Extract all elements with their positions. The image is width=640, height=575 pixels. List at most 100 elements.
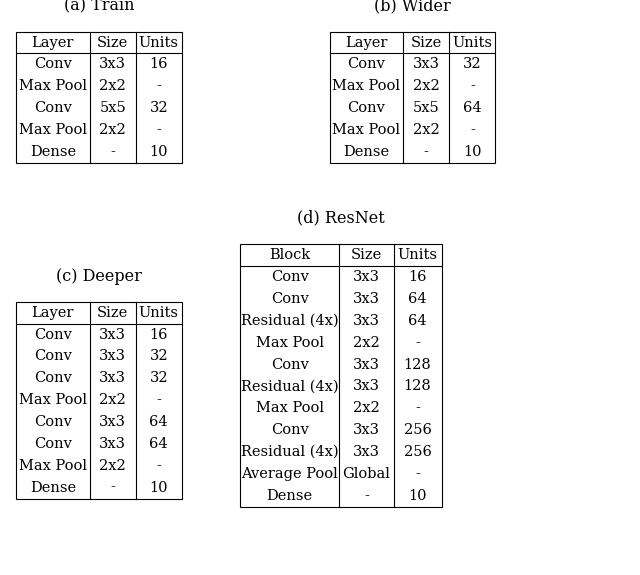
Text: 64: 64 bbox=[408, 314, 427, 328]
Text: Units: Units bbox=[397, 248, 438, 262]
Bar bbox=[16, 32, 182, 163]
Text: 2x2: 2x2 bbox=[99, 123, 126, 137]
Text: 64: 64 bbox=[149, 415, 168, 429]
Text: -: - bbox=[110, 145, 115, 159]
Text: 16: 16 bbox=[150, 328, 168, 342]
Text: (b) Wider: (b) Wider bbox=[374, 0, 451, 14]
Text: 16: 16 bbox=[408, 270, 427, 284]
Text: 32: 32 bbox=[149, 371, 168, 385]
Text: Max Pool: Max Pool bbox=[19, 393, 87, 407]
Text: 32: 32 bbox=[149, 350, 168, 363]
Text: Conv: Conv bbox=[271, 358, 308, 371]
Text: 256: 256 bbox=[404, 445, 431, 459]
Text: Size: Size bbox=[351, 248, 382, 262]
Text: 32: 32 bbox=[463, 58, 482, 71]
Text: 10: 10 bbox=[150, 145, 168, 159]
Text: 3x3: 3x3 bbox=[99, 328, 126, 342]
Text: Max Pool: Max Pool bbox=[332, 123, 401, 137]
Text: -: - bbox=[156, 123, 161, 137]
Text: Layer: Layer bbox=[345, 36, 388, 49]
Text: Residual (4x): Residual (4x) bbox=[241, 380, 339, 393]
Text: 10: 10 bbox=[463, 145, 481, 159]
Text: Max Pool: Max Pool bbox=[19, 79, 87, 93]
Text: -: - bbox=[364, 489, 369, 503]
Text: 3x3: 3x3 bbox=[353, 445, 380, 459]
Text: Layer: Layer bbox=[31, 306, 74, 320]
Text: Conv: Conv bbox=[34, 101, 72, 115]
Text: 2x2: 2x2 bbox=[99, 459, 126, 473]
Text: (c) Deeper: (c) Deeper bbox=[56, 267, 142, 285]
Text: 128: 128 bbox=[404, 358, 431, 371]
Text: Conv: Conv bbox=[34, 437, 72, 451]
Text: Conv: Conv bbox=[34, 328, 72, 342]
Text: Conv: Conv bbox=[271, 270, 308, 284]
Text: -: - bbox=[470, 123, 475, 137]
Text: -: - bbox=[415, 336, 420, 350]
Text: Max Pool: Max Pool bbox=[19, 459, 87, 473]
Text: Max Pool: Max Pool bbox=[255, 336, 324, 350]
Text: 16: 16 bbox=[150, 58, 168, 71]
Text: Conv: Conv bbox=[34, 58, 72, 71]
Text: Conv: Conv bbox=[34, 350, 72, 363]
Text: 3x3: 3x3 bbox=[353, 380, 380, 393]
Text: 5x5: 5x5 bbox=[99, 101, 126, 115]
Text: 64: 64 bbox=[149, 437, 168, 451]
Text: 3x3: 3x3 bbox=[99, 350, 126, 363]
Text: Block: Block bbox=[269, 248, 310, 262]
Text: 64: 64 bbox=[408, 292, 427, 306]
Text: 2x2: 2x2 bbox=[99, 79, 126, 93]
Text: Conv: Conv bbox=[271, 423, 308, 437]
Text: 10: 10 bbox=[150, 481, 168, 494]
Text: 3x3: 3x3 bbox=[353, 314, 380, 328]
Text: 3x3: 3x3 bbox=[99, 437, 126, 451]
Text: -: - bbox=[415, 401, 420, 415]
Text: 10: 10 bbox=[408, 489, 427, 503]
Text: 3x3: 3x3 bbox=[353, 423, 380, 437]
Text: Conv: Conv bbox=[34, 415, 72, 429]
Bar bbox=[330, 32, 495, 163]
Text: -: - bbox=[156, 393, 161, 407]
Text: -: - bbox=[415, 467, 420, 481]
Text: 2x2: 2x2 bbox=[353, 336, 380, 350]
Text: 128: 128 bbox=[404, 380, 431, 393]
Text: Units: Units bbox=[452, 36, 492, 49]
Text: Size: Size bbox=[97, 306, 128, 320]
Text: 32: 32 bbox=[149, 101, 168, 115]
Text: 64: 64 bbox=[463, 101, 482, 115]
Text: 2x2: 2x2 bbox=[413, 123, 440, 137]
Text: 3x3: 3x3 bbox=[99, 371, 126, 385]
Text: 2x2: 2x2 bbox=[413, 79, 440, 93]
Text: Global: Global bbox=[342, 467, 390, 481]
Text: Conv: Conv bbox=[34, 371, 72, 385]
Text: 3x3: 3x3 bbox=[99, 58, 126, 71]
Text: Conv: Conv bbox=[348, 58, 385, 71]
Text: -: - bbox=[470, 79, 475, 93]
Text: 2x2: 2x2 bbox=[353, 401, 380, 415]
Text: Dense: Dense bbox=[266, 489, 313, 503]
Text: -: - bbox=[110, 481, 115, 494]
Text: Residual (4x): Residual (4x) bbox=[241, 445, 339, 459]
Text: Conv: Conv bbox=[271, 292, 308, 306]
Text: Max Pool: Max Pool bbox=[332, 79, 401, 93]
Text: 5x5: 5x5 bbox=[413, 101, 440, 115]
Text: -: - bbox=[156, 79, 161, 93]
Text: Dense: Dense bbox=[29, 481, 76, 494]
Text: Units: Units bbox=[139, 306, 179, 320]
Text: 256: 256 bbox=[404, 423, 431, 437]
Text: 3x3: 3x3 bbox=[413, 58, 440, 71]
Text: -: - bbox=[156, 459, 161, 473]
Text: 3x3: 3x3 bbox=[353, 270, 380, 284]
Text: Dense: Dense bbox=[29, 145, 76, 159]
Bar bbox=[16, 302, 182, 499]
Text: Size: Size bbox=[411, 36, 442, 49]
Text: 3x3: 3x3 bbox=[99, 415, 126, 429]
Bar bbox=[240, 244, 442, 507]
Text: Average Pool: Average Pool bbox=[241, 467, 338, 481]
Text: (d) ResNet: (d) ResNet bbox=[297, 209, 385, 226]
Text: Conv: Conv bbox=[348, 101, 385, 115]
Text: (a) Train: (a) Train bbox=[63, 0, 134, 14]
Text: 3x3: 3x3 bbox=[353, 358, 380, 371]
Text: Max Pool: Max Pool bbox=[255, 401, 324, 415]
Text: Layer: Layer bbox=[31, 36, 74, 49]
Text: Max Pool: Max Pool bbox=[19, 123, 87, 137]
